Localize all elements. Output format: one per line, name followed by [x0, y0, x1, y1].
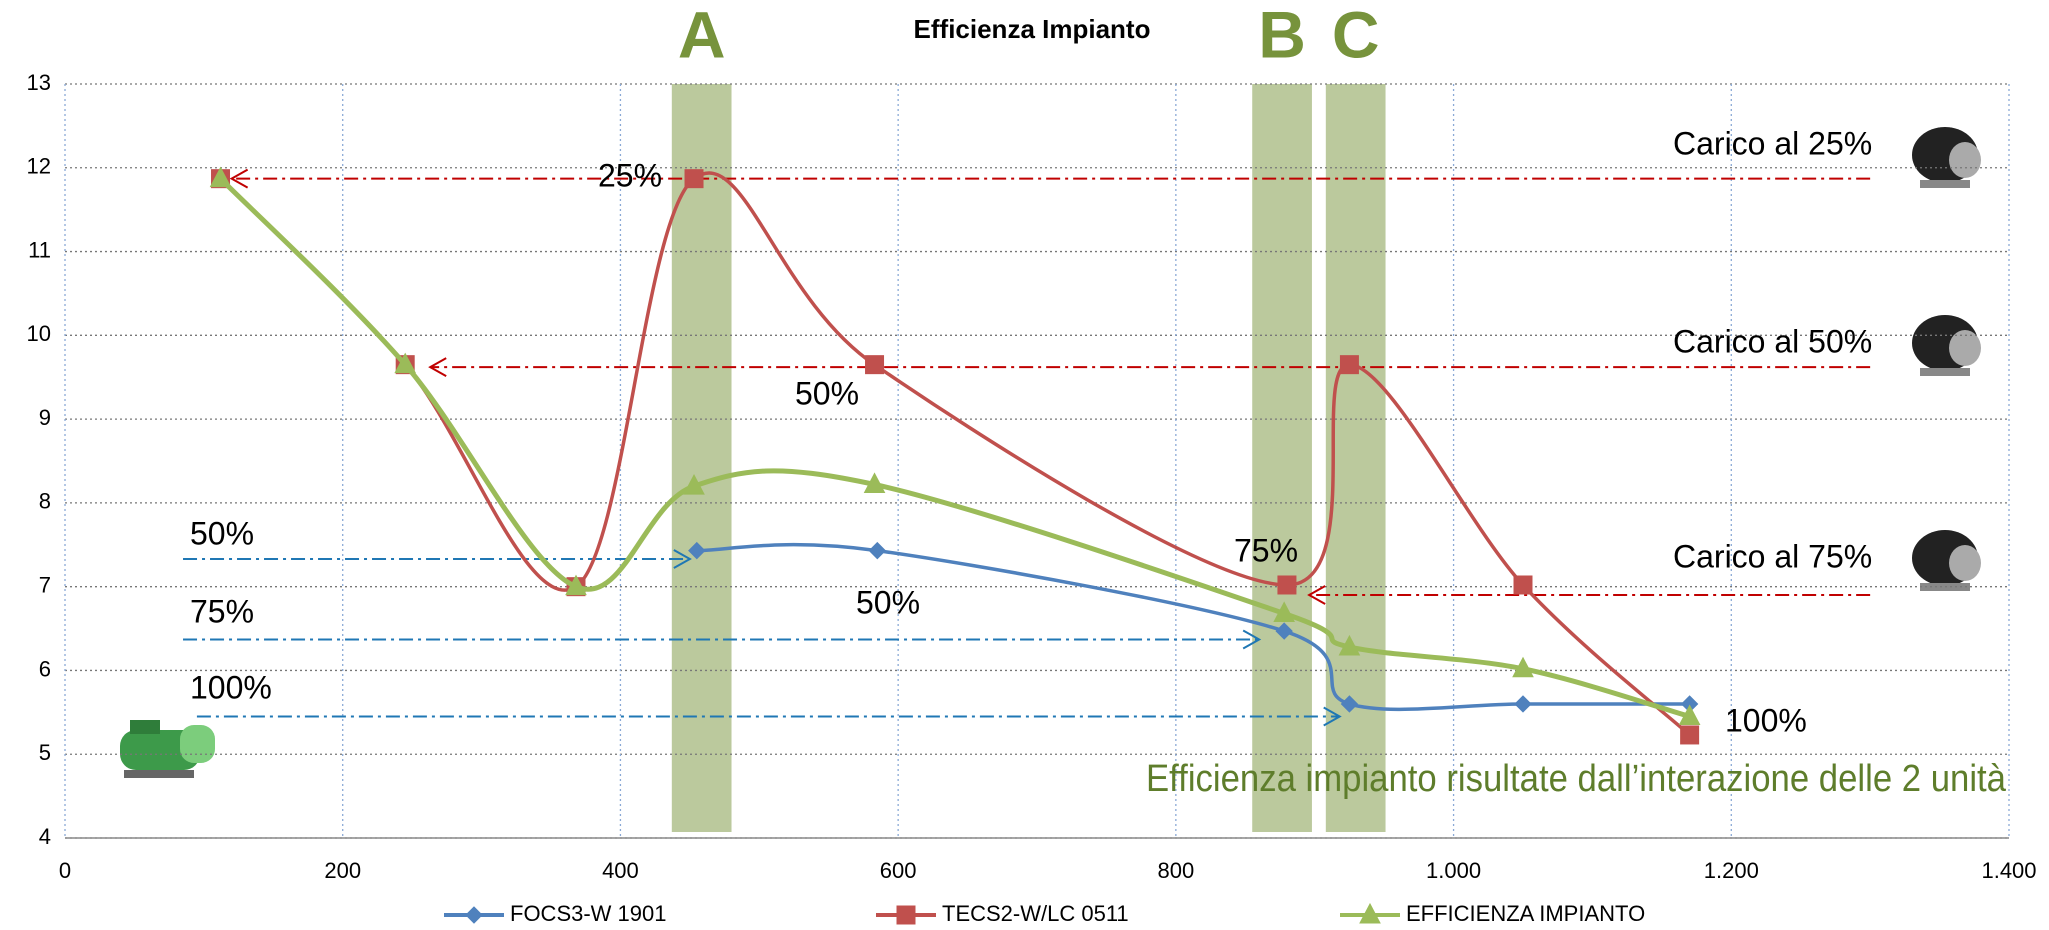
highlight-band	[671, 84, 732, 832]
arrow-head	[229, 168, 249, 189]
series-line	[218, 176, 1691, 719]
x-tick-label: 600	[880, 858, 917, 883]
x-tick-label: 1.200	[1704, 858, 1759, 883]
marker	[1340, 695, 1359, 713]
x-tick-label: 800	[1157, 858, 1194, 883]
marker	[1338, 634, 1361, 656]
x-tick-label: 200	[324, 858, 361, 883]
motor-icon	[1912, 127, 1981, 188]
y-tick-label: 8	[39, 489, 51, 514]
y-tick-label: 11	[28, 237, 51, 262]
marker	[1359, 902, 1381, 924]
x-tick-label: 0	[59, 858, 71, 883]
y-tick-label: 10	[27, 321, 51, 346]
highlight-label: B	[1258, 0, 1306, 71]
marker	[1680, 725, 1700, 745]
load-label: Carico al 50%	[1673, 323, 1872, 359]
annotation: Efficienza impianto risultate dall’inter…	[1146, 758, 2007, 800]
marker	[868, 541, 887, 560]
marker	[865, 355, 885, 375]
arrow-label: 75%	[190, 593, 254, 629]
y-tick-label: 13	[27, 70, 51, 95]
legend-label: EFFICIENZA IMPIANTO	[1406, 901, 1645, 926]
marker	[688, 541, 706, 560]
highlight-label: A	[678, 0, 726, 71]
marker	[565, 574, 587, 596]
marker	[394, 352, 417, 374]
marker	[684, 169, 704, 189]
y-tick-label: 5	[39, 740, 51, 765]
x-tick-label: 1.000	[1426, 858, 1481, 883]
legend-label: FOCS3-W 1901	[510, 901, 667, 926]
series-line	[696, 542, 1690, 712]
arrow-head	[1242, 629, 1262, 650]
legend-label: TECS2-W/LC 0511	[942, 901, 1129, 926]
x-tick-label: 1.400	[1981, 858, 2036, 883]
y-tick-label: 4	[39, 824, 51, 849]
marker	[896, 905, 916, 925]
arrow-label: 50%	[190, 515, 254, 551]
point-label: 50%	[856, 584, 920, 620]
y-tick-label: 7	[39, 572, 51, 597]
marker	[465, 906, 483, 924]
marker	[1514, 695, 1532, 713]
chart-title: Efficienza Impianto	[914, 14, 1151, 44]
marker	[1273, 601, 1295, 622]
y-tick-label: 12	[27, 154, 51, 179]
load-label: Carico al 25%	[1673, 125, 1872, 161]
marker	[1275, 622, 1293, 640]
arrow-head	[1323, 706, 1342, 727]
point-label: 50%	[795, 375, 859, 411]
marker	[1513, 575, 1533, 595]
marker	[1277, 575, 1297, 595]
highlight-band	[1252, 84, 1312, 832]
y-tick-label: 6	[39, 656, 51, 681]
marker	[1678, 704, 1701, 726]
series-line	[219, 171, 1691, 737]
arrow-head	[1307, 585, 1326, 605]
x-tick-label: 400	[602, 858, 639, 883]
load-label: Carico al 75%	[1673, 538, 1872, 574]
point-label: 75%	[1234, 532, 1298, 568]
marker	[863, 472, 886, 493]
arrow-head	[428, 357, 447, 378]
compressor-icon	[120, 720, 215, 778]
motor-icon	[1912, 530, 1981, 591]
marker	[1512, 656, 1534, 678]
arrow-label: 100%	[190, 669, 272, 705]
marker	[683, 474, 705, 495]
marker	[209, 166, 232, 188]
point-label: 100%	[1725, 702, 1807, 738]
point-label: 25%	[598, 157, 662, 193]
highlight-label: C	[1332, 0, 1380, 71]
y-tick-label: 9	[39, 405, 51, 430]
motor-icon	[1912, 315, 1981, 376]
arrow-head	[673, 549, 692, 569]
marker	[1339, 355, 1359, 375]
